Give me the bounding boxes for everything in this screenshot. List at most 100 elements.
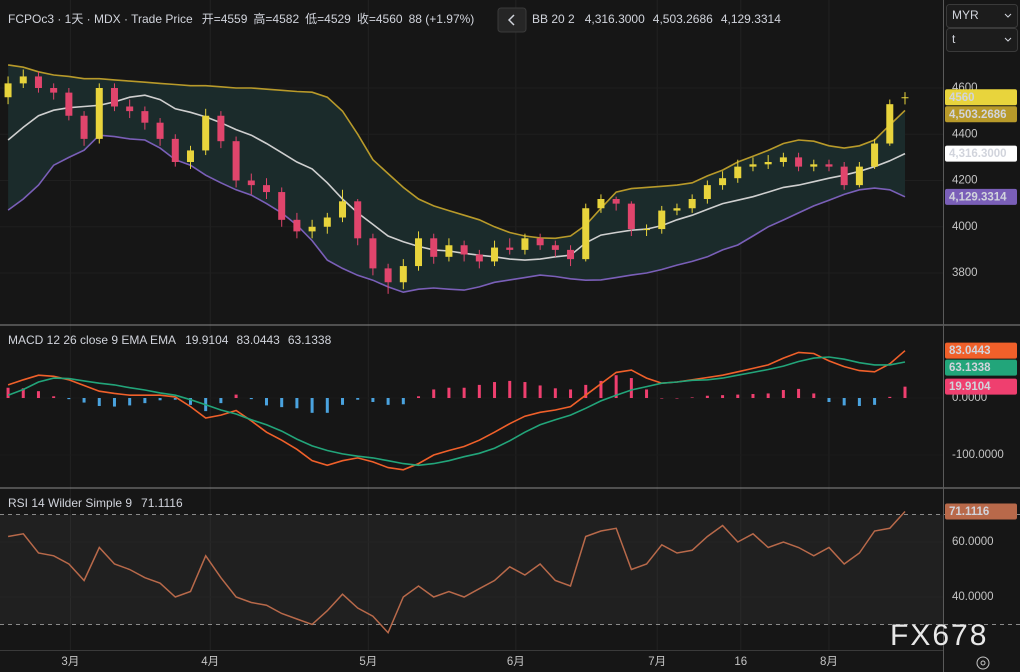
price-label: 4,316.3000: [949, 148, 1007, 160]
legend-text: 83.0443: [236, 333, 280, 347]
candle-body: [339, 201, 346, 217]
histogram-bar: [52, 396, 55, 398]
price-label: 63.1338: [949, 362, 991, 374]
candle-body: [5, 83, 12, 97]
candle-body: [81, 116, 88, 139]
histogram-bar: [782, 390, 785, 398]
histogram-bar: [478, 385, 481, 398]
candle-body: [248, 181, 255, 186]
histogram-bar: [128, 398, 131, 405]
x-tick-label: 3月: [61, 656, 79, 668]
histogram-bar: [539, 385, 542, 398]
candle-body: [643, 229, 650, 230]
histogram-bar: [265, 398, 268, 405]
candle-body: [689, 199, 696, 208]
histogram-bar: [463, 388, 466, 398]
candle-body: [613, 199, 620, 204]
candle-body: [157, 123, 164, 139]
histogram-bar: [554, 388, 557, 398]
histogram-bar: [432, 389, 435, 398]
y-tick-label: 40.0000: [952, 591, 994, 603]
legend-text: MACD 12 26 close 9 EMA EMA: [8, 333, 176, 347]
legend-text: FCPOc3 · 1天 · MDX · Trade Price: [8, 12, 193, 26]
candle-body: [65, 93, 72, 116]
y-tick-label: 4400: [952, 128, 978, 140]
candle-body: [20, 76, 27, 83]
histogram-bar: [751, 394, 754, 398]
x-tick-label: 5月: [359, 656, 377, 668]
candle-body: [324, 218, 331, 227]
candle-body: [567, 250, 574, 259]
histogram-bar: [356, 398, 359, 400]
candle-body: [202, 116, 209, 151]
candle-body: [734, 167, 741, 179]
candle-body: [172, 139, 179, 162]
histogram-bar: [235, 395, 238, 398]
candle-body: [35, 76, 42, 88]
histogram-bar: [371, 398, 374, 402]
legend-text: BB 20 2: [532, 12, 575, 26]
price-label: 4560: [949, 92, 975, 104]
unit-select[interactable]: t: [947, 29, 1018, 52]
histogram-bar: [493, 382, 496, 398]
candle-body: [628, 204, 635, 229]
candle-body: [552, 245, 559, 250]
candle-body: [126, 106, 133, 111]
candle-body: [50, 88, 57, 93]
candle-body: [582, 208, 589, 259]
y-tick-label: 60.0000: [952, 536, 994, 548]
histogram-bar: [250, 398, 253, 399]
watermark: FX678: [890, 619, 988, 652]
candle-body: [810, 164, 817, 166]
candle-body: [187, 150, 194, 162]
histogram-bar: [83, 398, 86, 403]
button-box[interactable]: [498, 8, 526, 32]
legend-text: 4,316.3000: [585, 12, 645, 26]
histogram-bar: [447, 388, 450, 398]
candle-body: [765, 162, 772, 164]
candle-body: [369, 238, 376, 268]
histogram-bar: [827, 398, 830, 402]
histogram-bar: [812, 393, 815, 398]
histogram-bar: [691, 397, 694, 398]
candle-body: [901, 97, 908, 98]
currency: MYR: [952, 8, 979, 22]
candle-body: [871, 143, 878, 166]
histogram-bar: [341, 398, 344, 405]
candle-body: [673, 208, 680, 210]
back-button[interactable]: [498, 8, 526, 32]
histogram-bar: [7, 388, 10, 398]
candle-body: [354, 201, 361, 238]
histogram-bar: [523, 382, 526, 398]
candle-body: [704, 185, 711, 199]
histogram-bar: [311, 398, 314, 413]
candle-body: [233, 141, 240, 180]
histogram-bar: [280, 398, 283, 407]
legend-text: 19.9104: [185, 333, 229, 347]
candle-body: [385, 268, 392, 282]
histogram-bar: [630, 378, 633, 398]
candle-body: [780, 157, 787, 162]
y-tick-label: 4000: [952, 221, 978, 233]
x-tick-label: 8月: [820, 656, 838, 668]
histogram-bar: [736, 395, 739, 398]
histogram-bar: [402, 398, 405, 404]
currency-select[interactable]: MYR: [947, 5, 1018, 28]
histogram-bar: [797, 389, 800, 398]
histogram-bar: [706, 396, 709, 398]
histogram-bar: [903, 387, 906, 398]
legend-text: 71.1116: [141, 496, 183, 510]
legend-text: 低=4529: [305, 12, 351, 26]
candle-body: [476, 255, 483, 262]
histogram-bar: [660, 398, 663, 399]
candle-body: [856, 167, 863, 186]
histogram-bar: [843, 398, 846, 405]
candle-body: [141, 111, 148, 123]
price-label: 71.1116: [949, 506, 989, 518]
candle-body: [217, 116, 224, 141]
legend-text: 收=4560: [357, 12, 403, 26]
histogram-bar: [417, 396, 420, 398]
candle-body: [400, 266, 407, 282]
candle-body: [795, 157, 802, 166]
